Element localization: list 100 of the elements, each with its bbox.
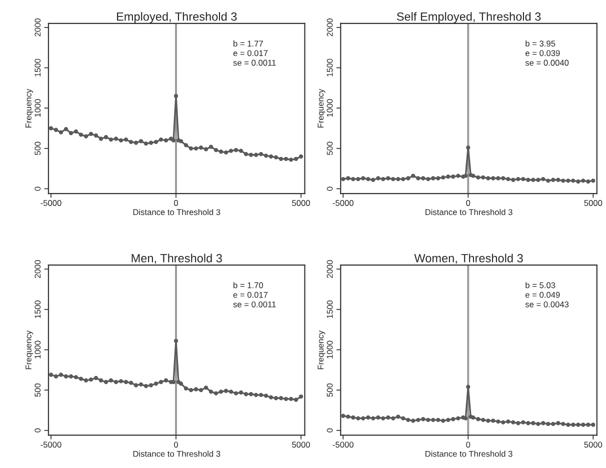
point xyxy=(486,176,490,180)
point xyxy=(411,418,416,423)
point xyxy=(546,422,550,426)
point xyxy=(536,178,540,182)
point xyxy=(158,137,164,142)
point xyxy=(58,130,64,134)
y-tick-label: 1000 xyxy=(326,99,333,117)
point xyxy=(546,178,550,183)
y-tick-label: 1000 xyxy=(34,340,41,358)
point xyxy=(64,374,68,378)
point xyxy=(371,178,376,182)
point xyxy=(491,176,496,180)
point xyxy=(178,382,184,386)
point xyxy=(481,418,486,422)
point xyxy=(244,392,248,396)
point xyxy=(174,338,178,343)
annotation: b = 1.70 xyxy=(234,282,264,288)
point xyxy=(541,421,546,426)
point xyxy=(171,138,176,142)
point xyxy=(591,422,596,427)
point xyxy=(188,146,194,150)
point xyxy=(234,148,238,152)
point xyxy=(84,134,88,138)
annotation: b = 5.03 xyxy=(526,282,556,288)
point xyxy=(274,396,278,400)
annotation: e = 0.039 xyxy=(526,50,560,56)
point xyxy=(298,394,304,399)
y-tick-label: 0 xyxy=(326,428,333,432)
x-tick-label: -5000 xyxy=(332,200,354,206)
point xyxy=(224,150,228,155)
point xyxy=(401,176,406,182)
point xyxy=(264,154,268,158)
point xyxy=(258,152,264,156)
point xyxy=(258,392,264,397)
point xyxy=(464,174,468,178)
point xyxy=(451,174,456,179)
point xyxy=(406,418,410,422)
point xyxy=(54,374,58,378)
point xyxy=(436,418,440,422)
y-tick-label: 500 xyxy=(34,142,41,156)
point xyxy=(248,152,254,157)
y-tick-label: 2000 xyxy=(34,260,41,278)
y-tick-label: 1500 xyxy=(34,58,41,76)
annotation: e = 0.017 xyxy=(233,292,268,298)
point xyxy=(416,418,420,422)
point xyxy=(184,143,188,148)
point xyxy=(104,135,108,140)
point xyxy=(441,175,446,180)
y-axis-title: Frequency xyxy=(318,88,326,128)
point xyxy=(446,418,450,422)
y-axis-title: Frequency xyxy=(26,88,34,128)
point xyxy=(391,176,396,182)
point xyxy=(441,418,446,423)
point xyxy=(288,396,294,402)
annotation: se = 0.0011 xyxy=(233,60,276,66)
point xyxy=(356,416,360,420)
point xyxy=(436,176,440,180)
point xyxy=(194,387,198,392)
point xyxy=(576,422,580,427)
y-axis-title: Frequency xyxy=(318,330,326,370)
point xyxy=(278,396,284,400)
point xyxy=(164,138,168,142)
point xyxy=(178,139,184,144)
point xyxy=(356,176,360,182)
point xyxy=(54,128,58,132)
point xyxy=(506,176,510,182)
x-axis-title: Distance to Threshold 3 xyxy=(133,208,220,216)
annotation: b = 3.95 xyxy=(526,40,556,47)
point xyxy=(278,156,284,161)
point xyxy=(431,176,436,180)
point xyxy=(78,376,84,381)
point xyxy=(446,174,450,179)
point xyxy=(238,148,244,153)
point xyxy=(68,131,74,136)
point xyxy=(366,415,370,420)
point xyxy=(298,154,304,159)
point xyxy=(208,144,214,149)
point xyxy=(188,388,194,392)
point xyxy=(198,388,204,392)
point xyxy=(78,132,84,137)
annotation: se = 0.0011 xyxy=(233,301,276,308)
point xyxy=(471,415,476,420)
point xyxy=(476,417,480,422)
point xyxy=(386,176,390,180)
point xyxy=(576,179,580,184)
y-tick-label: 500 xyxy=(326,383,333,397)
point xyxy=(154,140,158,144)
point xyxy=(501,176,506,180)
annotation: b = 1.77 xyxy=(234,40,263,47)
point xyxy=(586,179,590,184)
point xyxy=(138,382,144,387)
y-axis-title: Frequency xyxy=(26,330,34,370)
x-tick-label: 5000 xyxy=(584,442,602,448)
y-tick-label: 0 xyxy=(34,186,41,191)
point xyxy=(88,378,94,382)
point xyxy=(526,421,530,426)
point xyxy=(118,379,124,384)
point xyxy=(521,176,526,182)
chart-title: Employed, Threshold 3 xyxy=(116,12,237,24)
point xyxy=(148,383,154,388)
